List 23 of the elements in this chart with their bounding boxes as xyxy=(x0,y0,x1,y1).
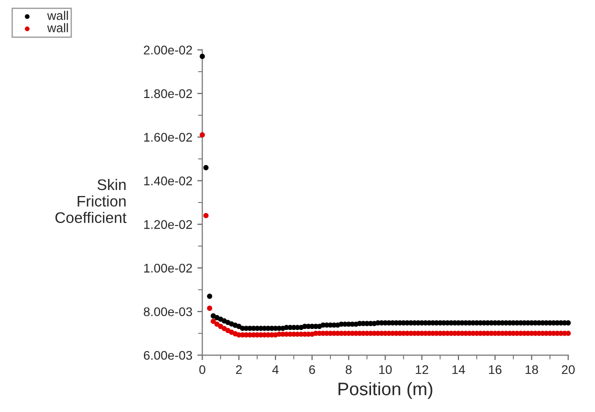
x-tick-label: 8 xyxy=(346,365,352,374)
y-tick-label: 1.00e-02 xyxy=(144,264,192,273)
y-tick-label: 1.40e-02 xyxy=(144,176,192,186)
x-tick-label: 20 xyxy=(562,365,575,374)
y-tick-label: 1.20e-02 xyxy=(144,220,192,229)
legend-label: wall xyxy=(47,10,68,20)
x-tick-label: 6 xyxy=(309,365,316,374)
x-axis-title: Position (m) xyxy=(338,382,432,399)
x-tick-label: 2 xyxy=(236,365,242,374)
x-tick-label: 16 xyxy=(489,365,502,374)
y-tick-label: 1.80e-02 xyxy=(144,89,192,98)
y-axis-title: Skin Friction Coefficient xyxy=(55,178,126,224)
legend-label: wall xyxy=(47,23,68,32)
y-tick-label: 8.00e-03 xyxy=(144,307,192,316)
y-tick-label: 2.00e-02 xyxy=(144,46,192,55)
x-tick-label: 0 xyxy=(199,365,206,374)
x-tick-label: 4 xyxy=(272,365,279,374)
y-tick-label: 1.60e-02 xyxy=(144,132,192,142)
x-tick-label: 18 xyxy=(526,365,538,374)
x-tick-label: 10 xyxy=(379,365,392,374)
y-tick-label: 6.00e-03 xyxy=(144,350,192,360)
x-tick-label: 14 xyxy=(452,365,466,374)
x-tick-label: 12 xyxy=(416,365,428,374)
